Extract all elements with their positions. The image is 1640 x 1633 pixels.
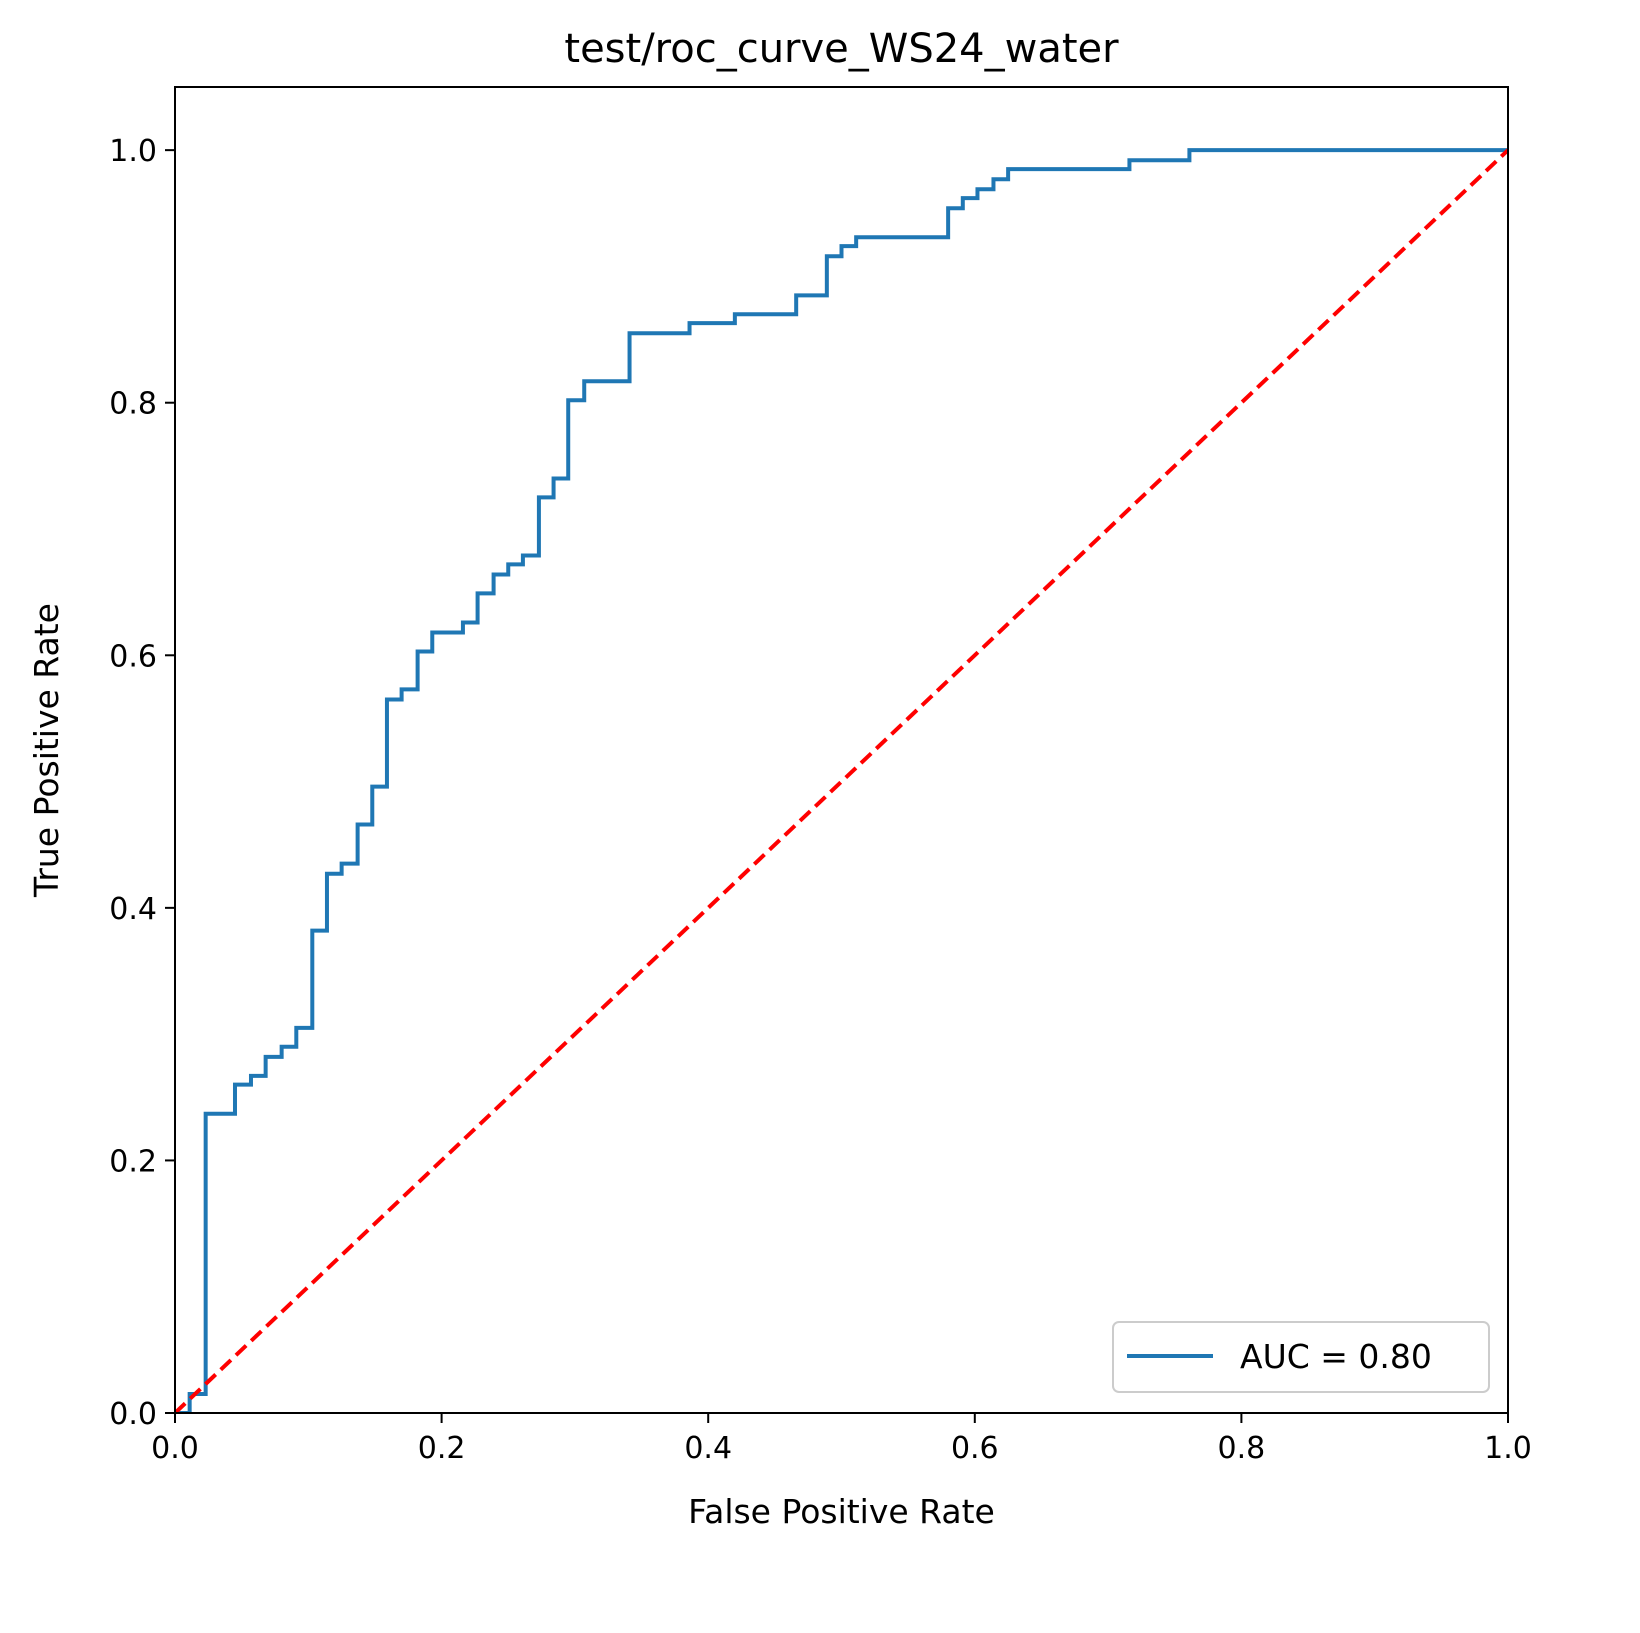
x-tick-label: 0.2 xyxy=(418,1431,466,1466)
axes: 0.0 0.2 0.4 0.6 0.8 1.0 0.0 0.2 0.4 0.6 0.8 1.0 xyxy=(109,86,1532,1466)
legend-box xyxy=(1112,1321,1490,1393)
y-tick-label: 0.4 xyxy=(109,892,157,927)
series-roc-curve xyxy=(175,148,1508,1413)
x-tick-label: 0.4 xyxy=(684,1431,732,1466)
x-tick-label: 0.0 xyxy=(151,1431,199,1466)
x-tick-label: 1.0 xyxy=(1484,1431,1532,1466)
y-tick-label: 0.6 xyxy=(109,639,157,674)
y-tick-label: 1.0 xyxy=(109,134,157,169)
plot-area xyxy=(175,148,1508,1413)
x-tick-label: 0.6 xyxy=(951,1431,999,1466)
x-axis-title: False Positive Rate xyxy=(688,1492,995,1531)
plot-frame xyxy=(174,86,1509,1414)
legend: AUC = 0.80 xyxy=(1112,1321,1490,1393)
chart-title: test/roc_curve_WS24_water xyxy=(564,26,1119,72)
x-tick-label: 0.8 xyxy=(1218,1431,1266,1466)
y-axis-title: True Positive Rate xyxy=(27,603,66,898)
legend-label-auc: AUC = 0.80 xyxy=(1240,1337,1432,1376)
y-tick-label: 0.2 xyxy=(109,1144,157,1179)
series-diagonal-reference xyxy=(175,148,1508,1413)
y-tick-label: 0.0 xyxy=(109,1397,157,1432)
y-tick-label: 0.8 xyxy=(109,387,157,422)
